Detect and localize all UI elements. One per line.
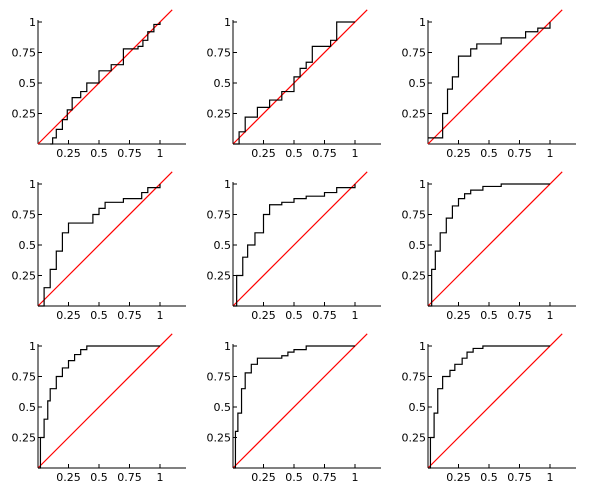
- reference-diagonal-line: [37, 9, 173, 145]
- reference-diagonal-line: [37, 171, 173, 307]
- y-tick-label: 0.75: [12, 209, 37, 222]
- empirical-curve-line: [38, 345, 160, 469]
- y-tick-label: 0.5: [214, 77, 232, 90]
- x-tick-label: 0.5: [480, 309, 498, 322]
- panel-r2-c2: 0.25 0.5 0.75 1 0.25 0.5 0.75 1: [207, 171, 381, 322]
- x-tick-label: 0.25: [251, 147, 276, 160]
- reference-diagonal-line: [427, 171, 563, 307]
- y-tick-label: 0.5: [214, 239, 232, 252]
- x-tick-label: 0.25: [446, 471, 471, 484]
- y-tick-label: 1: [29, 16, 36, 29]
- x-tick-label: 0.25: [446, 309, 471, 322]
- x-tick-label: 0.75: [312, 309, 337, 322]
- y-tick-label: 0.5: [19, 77, 37, 90]
- empirical-curve-line: [428, 183, 550, 307]
- x-tick-label: 1: [352, 309, 359, 322]
- y-tick-label: 0.5: [409, 401, 427, 414]
- y-tick-label: 0.5: [19, 401, 37, 414]
- y-tick-label: 0.75: [402, 209, 427, 222]
- x-tick-label: 0.75: [507, 147, 532, 160]
- x-tick-label: 0.5: [480, 147, 498, 160]
- panel-r3-c3: 0.25 0.5 0.75 1 0.25 0.5 0.75 1: [402, 333, 576, 484]
- y-tick-label: 0.75: [12, 371, 37, 384]
- y-tick-label: 0.25: [207, 108, 232, 121]
- x-tick-label: 1: [157, 147, 164, 160]
- y-tick-label: 0.25: [207, 270, 232, 283]
- panel-r3-c2: 0.25 0.5 0.75 1 0.25 0.5 0.75 1: [207, 333, 381, 484]
- y-tick-label: 0.25: [12, 108, 37, 121]
- y-tick-label: 0.75: [402, 47, 427, 60]
- y-tick-label: 0.75: [207, 47, 232, 60]
- x-tick-label: 0.25: [56, 471, 81, 484]
- x-tick-label: 0.5: [480, 471, 498, 484]
- reference-diagonal-line: [232, 171, 368, 307]
- reference-diagonal-line: [232, 333, 368, 469]
- x-tick-label: 1: [157, 309, 164, 322]
- x-tick-label: 0.75: [507, 471, 532, 484]
- empirical-curve-line: [233, 21, 355, 145]
- x-tick-label: 0.5: [285, 309, 303, 322]
- x-tick-label: 1: [547, 471, 554, 484]
- y-tick-label: 1: [419, 340, 426, 353]
- empirical-curve-line: [38, 184, 161, 307]
- x-tick-label: 1: [157, 471, 164, 484]
- y-tick-label: 0.25: [402, 108, 427, 121]
- reference-diagonal-line: [37, 333, 173, 469]
- x-tick-label: 1: [352, 471, 359, 484]
- y-tick-label: 0.75: [402, 371, 427, 384]
- x-tick-label: 0.75: [117, 309, 142, 322]
- empirical-curve-line: [428, 22, 551, 139]
- x-tick-label: 0.5: [285, 147, 303, 160]
- y-tick-label: 1: [419, 178, 426, 191]
- y-tick-label: 0.75: [12, 47, 37, 60]
- empirical-curve-line: [233, 345, 355, 469]
- y-tick-label: 0.75: [207, 209, 232, 222]
- x-tick-label: 0.25: [446, 147, 471, 160]
- y-tick-label: 1: [29, 340, 36, 353]
- reference-diagonal-line: [427, 333, 563, 469]
- y-tick-label: 0.5: [409, 239, 427, 252]
- x-tick-label: 0.75: [117, 471, 142, 484]
- x-tick-label: 0.75: [507, 309, 532, 322]
- panel-r1-c1: 0.25 0.5 0.75 1 0.25 0.5 0.75 1: [12, 9, 186, 160]
- x-tick-label: 0.25: [251, 471, 276, 484]
- x-tick-label: 1: [547, 147, 554, 160]
- y-tick-label: 0.75: [207, 371, 232, 384]
- y-tick-label: 0.25: [207, 432, 232, 445]
- empirical-curve-line: [233, 184, 356, 307]
- x-tick-label: 0.75: [312, 471, 337, 484]
- y-tick-label: 1: [419, 16, 426, 29]
- x-tick-label: 0.25: [56, 147, 81, 160]
- panel-r1-c3: 0.25 0.5 0.75 1 0.25 0.5 0.75 1: [402, 9, 576, 160]
- y-tick-label: 0.5: [409, 77, 427, 90]
- panel-r1-c2: 0.25 0.5 0.75 1 0.25 0.5 0.75 1: [207, 9, 381, 160]
- reference-diagonal-line: [427, 9, 563, 145]
- x-tick-label: 0.25: [251, 309, 276, 322]
- x-tick-label: 0.75: [117, 147, 142, 160]
- x-tick-label: 0.5: [90, 309, 108, 322]
- y-tick-label: 1: [224, 16, 231, 29]
- x-tick-label: 0.5: [90, 471, 108, 484]
- x-tick-label: 0.5: [90, 147, 108, 160]
- y-tick-label: 0.5: [19, 239, 37, 252]
- x-tick-label: 0.25: [56, 309, 81, 322]
- x-tick-label: 0.5: [285, 471, 303, 484]
- y-tick-label: 1: [224, 340, 231, 353]
- y-tick-label: 0.25: [12, 270, 37, 283]
- x-tick-label: 0.75: [312, 147, 337, 160]
- y-tick-label: 1: [29, 178, 36, 191]
- y-tick-label: 0.25: [12, 432, 37, 445]
- panel-r2-c1: 0.25 0.5 0.75 1 0.25 0.5 0.75 1: [12, 171, 186, 322]
- y-tick-label: 0.25: [402, 432, 427, 445]
- x-tick-label: 1: [352, 147, 359, 160]
- panel-r3-c1: 0.25 0.5 0.75 1 0.25 0.5 0.75 1: [12, 333, 186, 484]
- y-tick-label: 0.25: [402, 270, 427, 283]
- x-tick-label: 1: [547, 309, 554, 322]
- empirical-curve-line: [50, 22, 161, 145]
- y-tick-label: 1: [224, 178, 231, 191]
- y-tick-label: 0.5: [214, 401, 232, 414]
- empirical-curve-line: [428, 345, 550, 469]
- panel-r2-c3: 0.25 0.5 0.75 1 0.25 0.5 0.75 1: [402, 171, 576, 322]
